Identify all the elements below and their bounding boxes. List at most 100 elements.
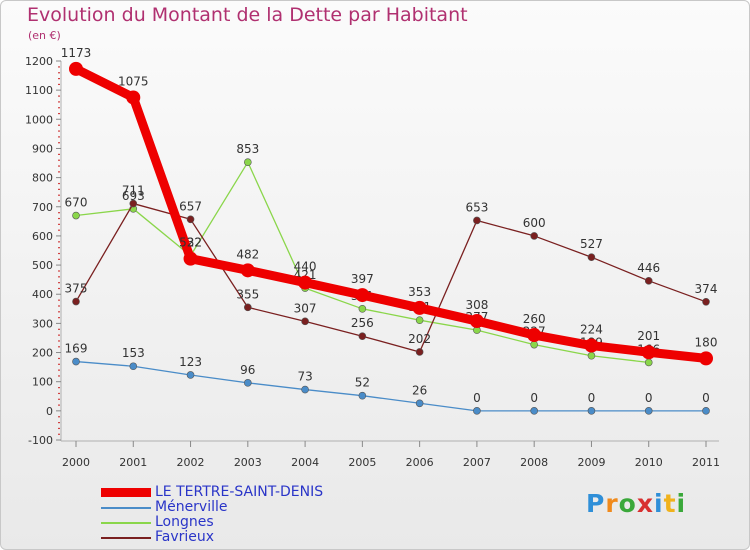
data-label-longnes: 670 bbox=[65, 196, 88, 210]
y-minor-tick bbox=[58, 72, 60, 74]
data-label-le-tertre-saint-denis: 522 bbox=[179, 236, 202, 250]
data-point-le-tertre-saint-denis bbox=[240, 263, 255, 278]
y-minor-tick bbox=[58, 247, 60, 249]
y-minor-tick bbox=[58, 392, 60, 395]
series-line-favrieux bbox=[75, 202, 707, 353]
y-minor-tick bbox=[58, 311, 60, 313]
data-point-favrieux bbox=[415, 348, 424, 356]
data-point-le-tertre-saint-denis bbox=[69, 61, 83, 76]
data-point-favrieux bbox=[702, 298, 710, 306]
data-label-m-nerville: 73 bbox=[297, 370, 312, 384]
data-label-le-tertre-saint-denis: 397 bbox=[351, 272, 374, 286]
data-label-favrieux: 653 bbox=[465, 200, 488, 214]
y-minor-tick bbox=[58, 387, 60, 389]
legend-label-longnes: Longnes bbox=[155, 514, 214, 530]
data-label-le-tertre-saint-denis: 1075 bbox=[118, 74, 149, 88]
x-tick-label: 2007 bbox=[463, 456, 491, 469]
data-label-le-tertre-saint-denis: 224 bbox=[580, 323, 603, 337]
data-point-m-nerville bbox=[473, 407, 481, 415]
data-point-longnes bbox=[530, 340, 538, 349]
x-tick-label: 2002 bbox=[177, 456, 205, 469]
data-point-m-nerville bbox=[702, 407, 710, 415]
y-tick-label: 600 bbox=[32, 230, 53, 243]
series-line-le-tertre-saint-denis bbox=[71, 64, 711, 363]
data-point-favrieux bbox=[530, 232, 538, 240]
data-label-m-nerville: 0 bbox=[588, 391, 596, 405]
y-minor-tick bbox=[58, 130, 60, 132]
y-minor-tick bbox=[58, 159, 60, 161]
data-point-favrieux bbox=[358, 332, 367, 341]
y-tick-label: 300 bbox=[32, 317, 53, 330]
y-minor-tick bbox=[58, 258, 60, 260]
y-minor-tick bbox=[58, 200, 60, 202]
data-label-favrieux: 256 bbox=[351, 316, 374, 330]
data-label-favrieux: 202 bbox=[408, 332, 431, 346]
y-minor-tick bbox=[58, 252, 60, 255]
data-point-le-tertre-saint-denis bbox=[699, 351, 713, 366]
data-label-longnes: 853 bbox=[236, 142, 259, 156]
y-tick-label: -100 bbox=[28, 434, 53, 447]
y-minor-tick bbox=[58, 305, 60, 307]
y-tick-label: 100 bbox=[32, 376, 53, 389]
y-minor-tick bbox=[58, 241, 60, 243]
y-tick-label: 1100 bbox=[25, 84, 53, 97]
x-tick-label: 2001 bbox=[119, 456, 147, 469]
y-minor-tick bbox=[58, 142, 60, 144]
y-tick-label: 200 bbox=[32, 347, 53, 360]
data-point-m-nerville bbox=[244, 379, 252, 387]
y-minor-tick bbox=[58, 270, 60, 272]
data-label-m-nerville: 169 bbox=[65, 342, 88, 356]
data-point-m-nerville bbox=[186, 371, 195, 379]
data-point-m-nerville bbox=[72, 357, 80, 366]
y-minor-tick bbox=[58, 217, 60, 220]
data-label-le-tertre-saint-denis: 260 bbox=[523, 312, 546, 326]
y-minor-tick bbox=[58, 369, 60, 371]
y-minor-tick bbox=[58, 188, 60, 190]
y-minor-tick bbox=[58, 212, 60, 214]
y-minor-tick bbox=[58, 276, 60, 278]
x-tick-label: 2004 bbox=[291, 456, 319, 469]
data-point-favrieux bbox=[644, 277, 653, 285]
x-tick-label: 2005 bbox=[348, 456, 376, 469]
legend-label-tertre: LE TERTRE-SAINT-DENIS bbox=[155, 484, 324, 500]
data-label-m-nerville: 26 bbox=[412, 383, 427, 397]
data-label-favrieux: 711 bbox=[122, 184, 145, 198]
x-tick-label: 2000 bbox=[62, 456, 90, 469]
y-minor-tick bbox=[58, 282, 60, 284]
data-label-m-nerville: 52 bbox=[355, 376, 370, 390]
y-minor-tick bbox=[58, 153, 60, 155]
legend-label-menerville: Ménerville bbox=[155, 499, 228, 515]
data-label-le-tertre-saint-denis: 201 bbox=[637, 329, 660, 343]
data-point-m-nerville bbox=[301, 385, 309, 394]
y-minor-tick bbox=[58, 422, 60, 424]
data-point-le-tertre-saint-denis bbox=[527, 328, 542, 343]
data-label-le-tertre-saint-denis: 353 bbox=[408, 285, 431, 299]
data-point-longnes bbox=[587, 351, 596, 360]
data-label-m-nerville: 96 bbox=[240, 363, 255, 377]
data-point-longnes bbox=[244, 158, 252, 166]
data-point-favrieux bbox=[473, 216, 481, 225]
series-line-longnes bbox=[75, 161, 650, 364]
data-point-m-nerville bbox=[358, 391, 367, 400]
legend-swatch-favrieux bbox=[101, 537, 151, 539]
y-minor-tick bbox=[58, 427, 60, 430]
data-point-le-tertre-saint-denis bbox=[641, 345, 656, 360]
data-label-favrieux: 527 bbox=[580, 237, 603, 251]
y-minor-tick bbox=[58, 317, 60, 319]
y-minor-tick bbox=[58, 398, 60, 400]
y-minor-tick bbox=[58, 223, 60, 225]
data-label-m-nerville: 0 bbox=[473, 391, 481, 405]
data-point-favrieux bbox=[72, 297, 80, 306]
data-point-favrieux bbox=[301, 317, 309, 326]
data-label-m-nerville: 0 bbox=[645, 391, 653, 405]
data-point-longnes bbox=[72, 211, 80, 220]
y-minor-tick bbox=[58, 95, 60, 97]
x-tick-label: 2009 bbox=[577, 456, 605, 469]
proxiti-logo: Proxiti bbox=[586, 489, 687, 518]
x-tick-label: 2006 bbox=[406, 456, 434, 469]
y-minor-tick bbox=[58, 404, 60, 406]
y-tick-label: 500 bbox=[32, 259, 53, 272]
y-tick-label: 1000 bbox=[25, 113, 53, 126]
